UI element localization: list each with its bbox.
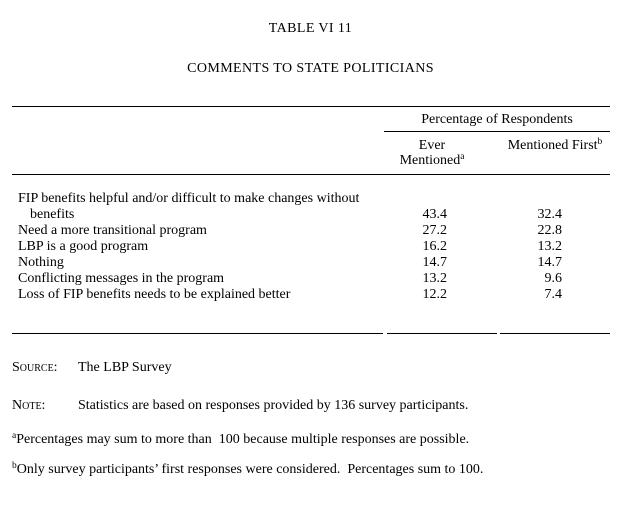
header-first-line1: Mentioned First (507, 138, 598, 153)
table-bottom-rule (12, 333, 610, 334)
note-label: Note: (12, 398, 46, 413)
table-body: FIP benefits helpful and/or difficult to… (12, 175, 610, 333)
table-row: Need a more transitional program 27.2 22… (12, 223, 610, 239)
column-header-mentioned-first: Mentioned Firstb (500, 137, 610, 168)
ever-mentioned-value: 12.2 (422, 287, 448, 302)
source-text: The LBP Survey (78, 360, 172, 375)
column-header-ever-mentioned: Ever Mentioneda (387, 138, 497, 168)
bottom-rule-label-segment (12, 333, 383, 334)
spanner-spacer (12, 107, 384, 132)
footnote-a-marker: a (12, 431, 17, 441)
table-row: LBP is a good program 16.2 13.2 (12, 239, 610, 255)
table-row: Nothing 14.7 14.7 (12, 255, 610, 271)
footnote-a: aPercentages may sum to more than 100 be… (12, 431, 621, 448)
bottom-rule-first-segment (500, 333, 610, 334)
mentioned-first-value: 14.7 (537, 255, 563, 270)
mentioned-first-value: 7.4 (544, 287, 563, 302)
footnote-b: bOnly survey participants’ first respons… (12, 461, 621, 478)
source-line: Source: The LBP Survey (12, 360, 621, 376)
mentioned-first-value: 9.6 (544, 271, 563, 286)
row-label: Conflicting messages in the program (18, 271, 225, 286)
row-label: Need a more transitional program (18, 223, 207, 238)
header-ever-line2: Mentioned (399, 153, 461, 168)
ever-mentioned-value: 43.4 (422, 207, 448, 222)
table-row: FIP benefits helpful and/or difficult to… (12, 191, 610, 223)
ever-mentioned-value: 14.7 (422, 255, 448, 270)
data-table: Percentage of Respondents Ever Mentioned… (12, 106, 610, 334)
source-label: Source: (12, 360, 58, 375)
mentioned-first-value: 32.4 (537, 207, 563, 222)
row-label: Nothing (18, 255, 64, 270)
spanner-row: Percentage of Respondents (12, 107, 610, 132)
column-header-row: Ever Mentioneda Mentioned Firstb (12, 132, 610, 175)
mentioned-first-value: 22.8 (537, 223, 563, 238)
ever-mentioned-value: 27.2 (422, 223, 448, 238)
footnote-marker-b: b (597, 137, 603, 147)
footnote-a-text: Percentages may sum to more than 100 bec… (16, 432, 470, 447)
footnote-b-marker: b (12, 461, 17, 471)
row-label: FIP benefits helpful and/or difficult to… (18, 191, 360, 222)
table-caption-title: COMMENTS TO STATE POLITICIANS (187, 61, 434, 76)
table-row: Conflicting messages in the program 13.2… (12, 271, 610, 287)
row-label: LBP is a good program (18, 239, 149, 254)
note-text: Statistics are based on responses provid… (78, 398, 469, 413)
header-ever-line1: Ever (418, 138, 446, 153)
mentioned-first-value: 13.2 (537, 239, 563, 254)
table-row: Loss of FIP benefits needs to be explain… (12, 287, 610, 303)
footnote-marker-a: a (460, 152, 465, 162)
spanner-label: Percentage of Respondents (384, 107, 610, 132)
bottom-rule-ever-segment (387, 333, 497, 334)
ever-mentioned-value: 16.2 (422, 239, 448, 254)
note-line: Note: Statistics are based on responses … (12, 398, 621, 414)
footnote-b-text: Only survey participants’ first response… (16, 462, 484, 477)
header-spacer (12, 138, 387, 168)
table-number-title: TABLE VI 11 (268, 21, 353, 36)
ever-mentioned-value: 13.2 (422, 271, 448, 286)
row-label: Loss of FIP benefits needs to be explain… (18, 287, 291, 302)
